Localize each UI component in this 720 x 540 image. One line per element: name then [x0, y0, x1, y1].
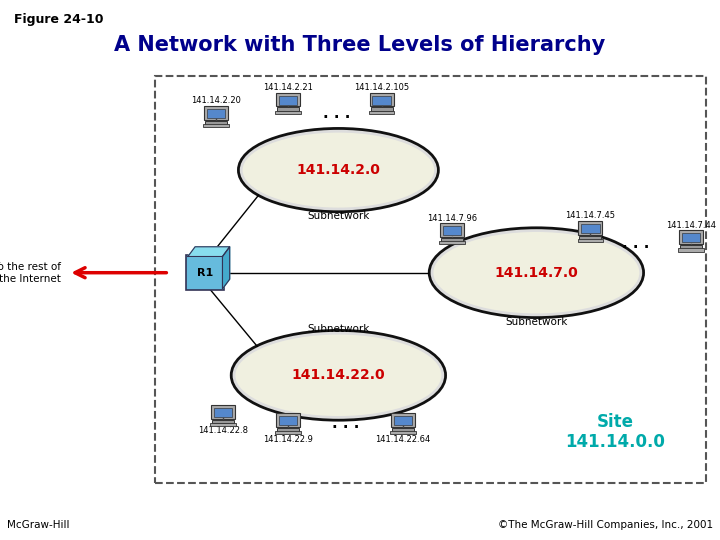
FancyBboxPatch shape: [394, 416, 413, 425]
Ellipse shape: [234, 333, 443, 417]
Text: 141.14.7.44: 141.14.7.44: [666, 220, 716, 230]
FancyBboxPatch shape: [212, 420, 234, 423]
FancyBboxPatch shape: [369, 111, 395, 114]
FancyBboxPatch shape: [391, 413, 415, 427]
FancyBboxPatch shape: [441, 238, 463, 242]
Text: Subnetwork: Subnetwork: [307, 211, 369, 221]
FancyBboxPatch shape: [678, 248, 704, 252]
FancyBboxPatch shape: [207, 109, 225, 118]
Text: Subnetwork: Subnetwork: [307, 325, 369, 334]
Text: 141.14.2.0: 141.14.2.0: [297, 163, 380, 177]
FancyBboxPatch shape: [203, 124, 229, 127]
FancyBboxPatch shape: [580, 236, 601, 240]
FancyBboxPatch shape: [682, 233, 701, 242]
FancyBboxPatch shape: [577, 239, 603, 242]
FancyBboxPatch shape: [680, 245, 702, 249]
Text: . . .: . . .: [332, 416, 359, 431]
Text: 141.14.2.20: 141.14.2.20: [191, 96, 241, 105]
Text: 141.14.22.0: 141.14.22.0: [292, 368, 385, 382]
FancyBboxPatch shape: [275, 431, 301, 434]
FancyBboxPatch shape: [204, 106, 228, 120]
FancyBboxPatch shape: [205, 121, 227, 125]
Text: McGraw-Hill: McGraw-Hill: [7, 520, 70, 530]
Text: 141.14.7.45: 141.14.7.45: [565, 211, 616, 220]
Text: . . .: . . .: [323, 106, 351, 121]
Ellipse shape: [241, 131, 436, 209]
Text: ©The McGraw-Hill Companies, Inc., 2001: ©The McGraw-Hill Companies, Inc., 2001: [498, 520, 713, 530]
Text: Subnetwork: Subnetwork: [505, 318, 567, 327]
Text: 141.14.7.0: 141.14.7.0: [495, 266, 578, 280]
Text: 141.14.22.64: 141.14.22.64: [376, 435, 431, 443]
FancyBboxPatch shape: [390, 431, 416, 434]
Bar: [155, 76, 706, 483]
FancyBboxPatch shape: [214, 408, 233, 417]
FancyBboxPatch shape: [279, 416, 297, 425]
Text: 141.14.2.105: 141.14.2.105: [354, 83, 409, 92]
Text: To the rest of
the Internet: To the rest of the Internet: [0, 262, 61, 284]
Text: Figure 24-10: Figure 24-10: [14, 14, 104, 26]
FancyBboxPatch shape: [277, 428, 299, 431]
Text: 141.14.7.96: 141.14.7.96: [427, 213, 477, 222]
FancyBboxPatch shape: [439, 241, 465, 245]
Text: 141.14.2.21: 141.14.2.21: [263, 83, 313, 92]
FancyBboxPatch shape: [372, 96, 391, 105]
FancyBboxPatch shape: [578, 221, 603, 235]
Text: R1: R1: [197, 268, 213, 278]
Ellipse shape: [432, 231, 641, 315]
FancyBboxPatch shape: [186, 255, 224, 290]
FancyBboxPatch shape: [276, 413, 300, 427]
FancyBboxPatch shape: [275, 111, 301, 114]
FancyBboxPatch shape: [211, 405, 235, 418]
FancyBboxPatch shape: [440, 224, 464, 237]
Text: 141.14.22.8: 141.14.22.8: [198, 427, 248, 435]
Polygon shape: [222, 247, 230, 289]
FancyBboxPatch shape: [371, 107, 392, 111]
FancyBboxPatch shape: [369, 93, 394, 106]
Polygon shape: [188, 247, 230, 256]
FancyBboxPatch shape: [210, 423, 236, 426]
FancyBboxPatch shape: [277, 107, 299, 111]
Text: Site
141.14.0.0: Site 141.14.0.0: [566, 413, 665, 451]
FancyBboxPatch shape: [392, 428, 414, 431]
FancyBboxPatch shape: [679, 231, 703, 244]
FancyBboxPatch shape: [581, 224, 600, 233]
Text: A Network with Three Levels of Hierarchy: A Network with Three Levels of Hierarchy: [114, 35, 606, 55]
FancyBboxPatch shape: [443, 226, 462, 235]
Text: . . .: . . .: [622, 235, 649, 251]
FancyBboxPatch shape: [279, 96, 297, 105]
Text: 141.14.22.9: 141.14.22.9: [263, 435, 313, 443]
FancyBboxPatch shape: [276, 93, 300, 106]
